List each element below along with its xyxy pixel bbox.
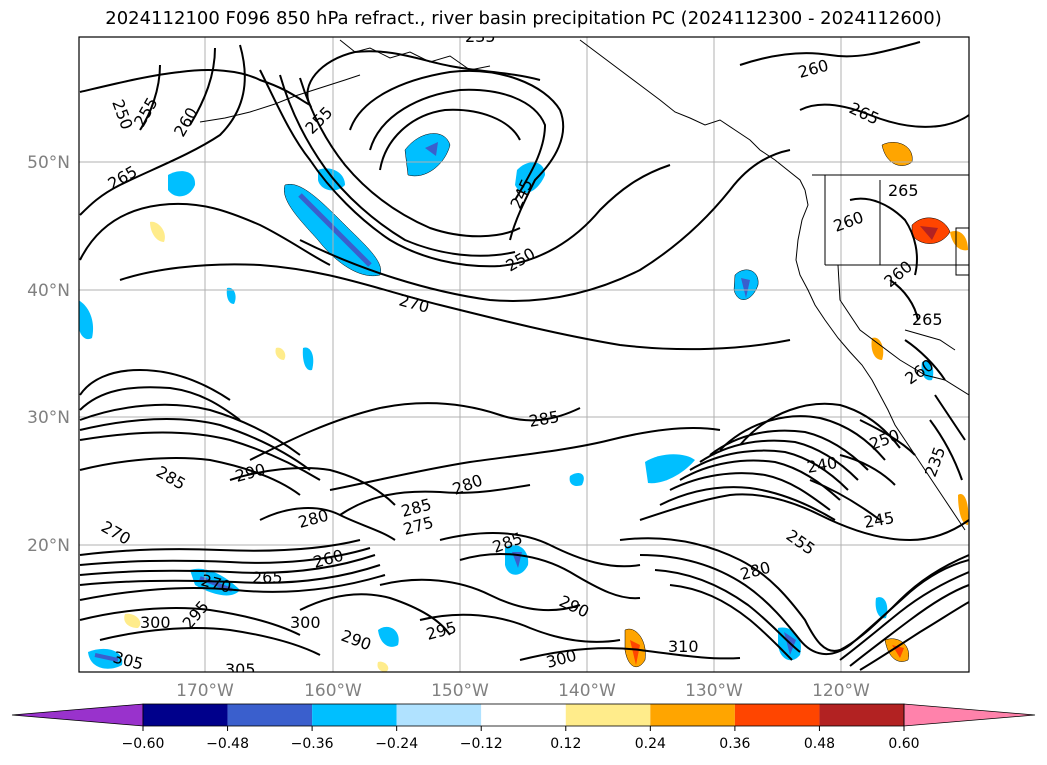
colorbar-segment [650, 704, 735, 726]
contour-label: 300 [290, 613, 321, 632]
contour-label: 235 [465, 27, 496, 46]
colorbar-tick-label: −0.60 [122, 736, 165, 752]
contour-label: 310 [668, 637, 699, 656]
colorbar-segment [481, 704, 566, 726]
colorbar-tick-label: −0.24 [375, 736, 418, 752]
contour-label: 300 [140, 613, 171, 632]
map-title: 2024112100 F096 850 hPa refract., river … [105, 8, 942, 29]
colorbar-left-extension [11, 703, 144, 727]
colorbar-tick-label: 0.36 [719, 736, 750, 752]
colorbar-tick-label: −0.48 [206, 736, 249, 752]
lon-label-150w: 150°W [431, 681, 489, 701]
lat-label-40n: 40°N [27, 281, 70, 301]
colorbar-segment [143, 704, 228, 726]
contour-label: 265 [252, 568, 283, 587]
colorbar-segment [396, 704, 482, 726]
lat-label-30n: 30°N [27, 408, 70, 428]
colorbar: −0.60 −0.48 −0.36 −0.24 −0.12 0.12 0.24 0.36 0.4… [11, 703, 1036, 752]
lon-label-170w: 170°W [176, 681, 234, 701]
colorbar-segment [819, 704, 904, 726]
colorbar-frame [142, 703, 905, 727]
colorbar-segment [734, 704, 820, 726]
plot-border [78, 36, 970, 673]
colorbar-tick-label: −0.12 [460, 736, 503, 752]
contour-label: 265 [888, 181, 919, 200]
lon-label-140w: 140°W [558, 681, 616, 701]
colorbar-segment [312, 704, 397, 726]
lon-label-120w: 120°W [812, 681, 870, 701]
colorbar-tick-label: 0.24 [635, 736, 666, 752]
contour-lines [79, 41, 969, 671]
longitude-labels: 170°W 160°W 150°W 140°W 130°W 120°W [176, 681, 870, 701]
lat-label-20n: 20°N [27, 536, 70, 556]
colorbar-segment [227, 704, 313, 726]
lon-label-160w: 160°W [304, 681, 362, 701]
latitude-labels: 50°N 40°N 30°N 20°N [27, 153, 70, 556]
colorbar-tick-label: 0.48 [804, 736, 835, 752]
contour-label: 265 [912, 310, 943, 329]
plot-area: 250 255 260 265 235 245 250 270 260 265 … [79, 27, 969, 679]
lat-label-50n: 50°N [27, 153, 70, 173]
colorbar-tick-label: 0.60 [888, 736, 919, 752]
colorbar-tick-label: −0.36 [291, 736, 334, 752]
contour-label: 305 [225, 660, 256, 679]
lon-label-130w: 130°W [685, 681, 743, 701]
colorbar-tick-label: 0.12 [550, 736, 581, 752]
colorbar-right-extension [903, 703, 1036, 727]
colorbar-segment [565, 704, 651, 726]
